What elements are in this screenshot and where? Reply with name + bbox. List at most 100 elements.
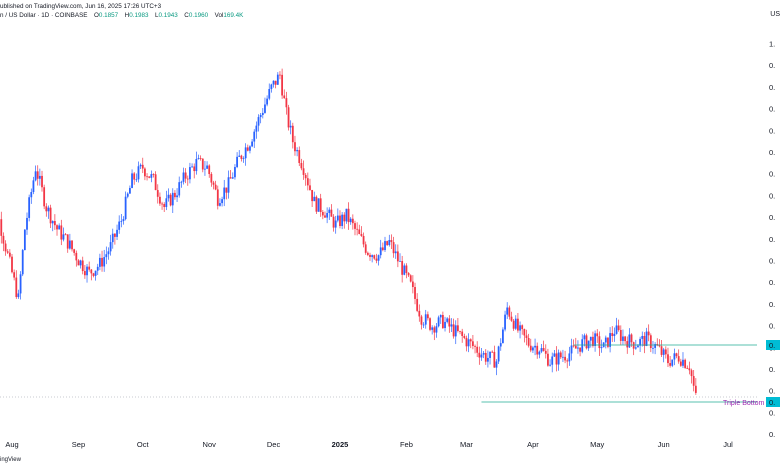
watermark: ingView [0, 457, 21, 463]
candle-body [28, 197, 31, 218]
y-tick-label: 0. [769, 365, 775, 374]
candle-body [268, 88, 271, 99]
candle-body [223, 187, 226, 200]
y-tick-label: 0. [769, 300, 775, 309]
candle-body [225, 187, 228, 193]
candle-body [675, 353, 678, 357]
candle-body [369, 254, 371, 257]
candle-body [83, 271, 86, 276]
candle-body [435, 326, 438, 333]
candle-body [386, 241, 389, 246]
candle-body [174, 192, 176, 198]
close-value: 0.1960 [188, 12, 209, 19]
candle-body [534, 345, 536, 348]
candle-body [405, 265, 408, 273]
candle-body [579, 347, 581, 352]
resistance-badge [766, 340, 780, 350]
candle-body [135, 179, 138, 181]
candle-body [189, 167, 191, 180]
candle-body [32, 180, 35, 193]
candle-body [306, 178, 309, 186]
candle-body [667, 354, 669, 364]
candle-body [489, 351, 491, 358]
candle-body [330, 209, 333, 217]
y-tick-label: 0. [769, 83, 775, 92]
open-label: O [93, 12, 99, 19]
candle-body [547, 353, 549, 366]
candle-body [542, 348, 545, 351]
candle-body [298, 150, 301, 164]
candle-body [671, 359, 674, 366]
candle-body [673, 353, 676, 360]
candle-body [626, 341, 629, 348]
candle-body [159, 196, 161, 204]
candle-body [251, 141, 253, 147]
candle-body [253, 131, 256, 142]
candle-body [572, 345, 575, 347]
candle-body [471, 341, 474, 346]
candle-body [43, 187, 46, 207]
candle-body [105, 254, 108, 258]
candle-body [261, 112, 264, 115]
candle-body [637, 345, 639, 348]
candle-body [587, 340, 590, 349]
candle-body [208, 165, 211, 175]
candle-body [607, 337, 609, 347]
candle-body [86, 266, 88, 276]
candle-body [684, 359, 687, 368]
candle-body [585, 335, 588, 349]
candle-body [360, 233, 363, 236]
y-tick-label: 0. [769, 61, 775, 70]
candle-body [549, 364, 551, 366]
candle-body [399, 260, 401, 262]
candle-body [79, 260, 82, 266]
candle-body [191, 166, 193, 168]
candle-body [373, 255, 376, 259]
candle-body [154, 174, 157, 191]
candle-body [418, 310, 421, 317]
candle-body [139, 164, 142, 167]
candle-body [51, 221, 54, 224]
candle-body [388, 240, 391, 246]
candle-body [433, 327, 436, 333]
candle-body [456, 325, 459, 331]
low-label: L [154, 12, 159, 19]
candle-body [34, 171, 37, 181]
candle-body [210, 174, 213, 183]
candle-body [94, 270, 97, 276]
candle-body [525, 335, 528, 338]
candle-body [180, 181, 183, 183]
candle-body [96, 266, 99, 271]
candle-body [519, 325, 521, 331]
candle-body [493, 351, 496, 368]
candle-body [641, 335, 644, 339]
candle-body [429, 318, 431, 330]
candle-body [249, 146, 251, 151]
candle-body [71, 240, 73, 250]
candle-body [371, 255, 374, 257]
candle-body [624, 336, 627, 342]
candle-body [88, 266, 91, 270]
close-label: C [184, 12, 189, 19]
candle-body [319, 198, 322, 213]
candle-body [62, 234, 65, 240]
chart-header: ublished on TradingView.com, Jun 16, 202… [0, 2, 760, 28]
y-tick-label: 0. [769, 126, 775, 135]
candle-body [394, 251, 397, 254]
candle-body [664, 349, 667, 355]
candle-body [272, 80, 275, 85]
candle-body [364, 244, 367, 253]
candle-body [204, 168, 206, 170]
candle-body [469, 339, 472, 342]
candle-body [317, 198, 320, 212]
candle-body [4, 243, 7, 252]
candle-body [324, 215, 326, 218]
candle-body [126, 193, 129, 197]
candle-body [98, 257, 101, 267]
y-tick-label: 0. [769, 105, 775, 114]
candle-body [21, 250, 24, 275]
high-value: 0.1983 [129, 12, 149, 19]
candle-body [508, 307, 511, 317]
x-tick-label: Sep [72, 440, 85, 449]
